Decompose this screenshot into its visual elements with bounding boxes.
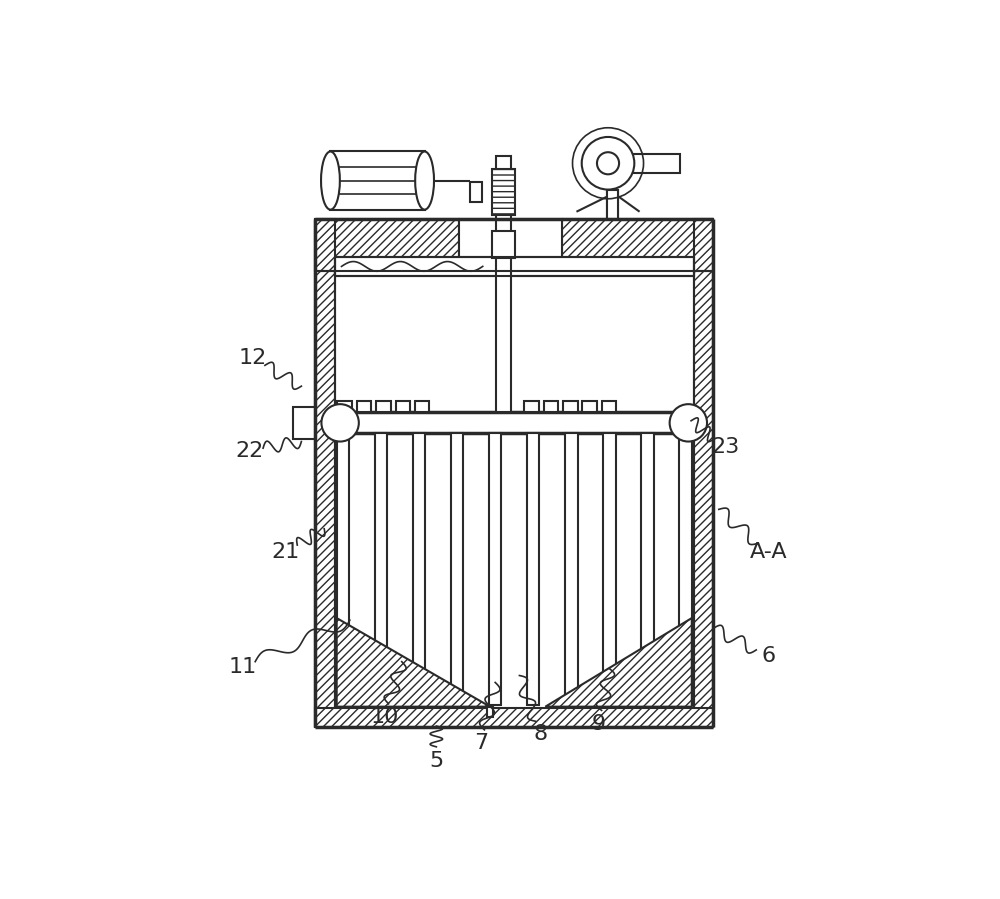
Bar <box>315 218 335 727</box>
Bar <box>315 218 459 271</box>
Circle shape <box>597 152 619 174</box>
Bar <box>694 218 713 727</box>
Bar <box>603 433 616 705</box>
Text: 21: 21 <box>271 542 300 562</box>
Bar <box>335 413 694 433</box>
Bar <box>470 182 482 202</box>
Bar <box>489 433 501 705</box>
Ellipse shape <box>415 152 434 209</box>
Bar <box>683 413 694 433</box>
Bar <box>487 707 493 717</box>
Bar <box>607 190 618 218</box>
Text: 7: 7 <box>474 734 488 753</box>
Text: 22: 22 <box>235 441 264 460</box>
Bar <box>492 231 515 258</box>
Text: A-A: A-A <box>750 542 787 562</box>
Bar <box>459 218 562 271</box>
Bar <box>641 433 654 705</box>
Bar <box>621 154 680 173</box>
Polygon shape <box>337 618 490 707</box>
Bar <box>396 401 410 413</box>
Text: 12: 12 <box>239 349 267 369</box>
Bar <box>337 401 352 413</box>
Polygon shape <box>545 618 692 707</box>
Bar <box>330 152 425 209</box>
Bar <box>492 169 515 215</box>
Circle shape <box>321 405 359 441</box>
Text: 23: 23 <box>712 437 740 457</box>
Text: 11: 11 <box>228 657 257 677</box>
Bar <box>451 433 463 705</box>
Bar <box>415 401 429 413</box>
Bar <box>413 433 425 705</box>
Bar <box>335 413 346 433</box>
Text: 10: 10 <box>370 707 399 727</box>
Text: 8: 8 <box>533 725 547 744</box>
Text: 9: 9 <box>592 714 606 734</box>
Ellipse shape <box>321 152 340 209</box>
Bar <box>527 433 539 705</box>
Bar <box>337 433 349 705</box>
Bar <box>496 156 511 413</box>
Bar <box>375 433 387 705</box>
Bar <box>293 407 315 439</box>
Bar <box>582 401 597 413</box>
Polygon shape <box>607 190 618 218</box>
Bar <box>335 257 694 276</box>
Bar <box>563 401 578 413</box>
Text: 6: 6 <box>762 646 776 666</box>
Bar <box>565 433 578 705</box>
Bar <box>315 708 713 727</box>
Bar <box>562 218 713 271</box>
Bar <box>602 401 616 413</box>
Text: 5: 5 <box>429 751 443 770</box>
Bar <box>679 433 692 705</box>
Bar <box>357 401 371 413</box>
Bar <box>376 401 391 413</box>
Bar <box>544 401 558 413</box>
Circle shape <box>582 137 634 190</box>
Bar <box>524 401 539 413</box>
Circle shape <box>670 405 707 441</box>
